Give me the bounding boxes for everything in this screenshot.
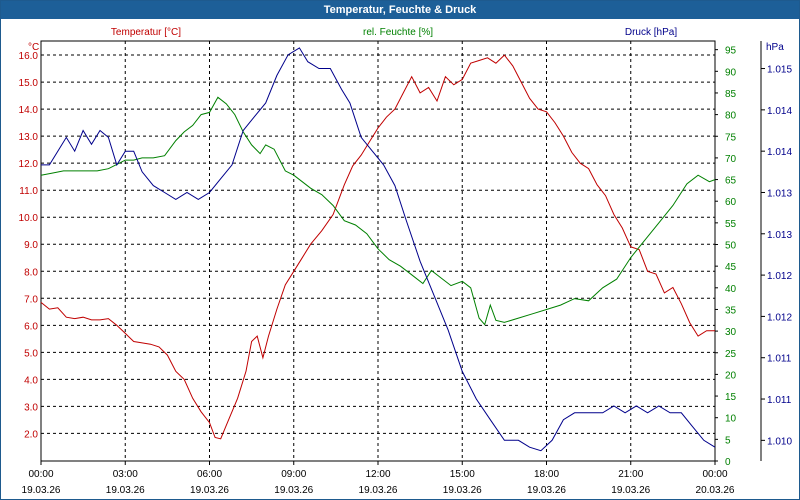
pressure-tick-label: 1.012	[767, 271, 792, 282]
temperature-tick-label: 6.0	[24, 321, 38, 332]
pressure-axis-ticks: 1.010 1.011 1.011 1.012 1.012 1.013 1.013 1.014…	[761, 65, 792, 447]
temperature-tick-label: 8.0	[24, 267, 38, 278]
temperature-tick-label: 16.0	[19, 51, 39, 62]
temperature-tick-label: 5.0	[24, 348, 38, 359]
x-tick-date: 19.03.26	[611, 485, 650, 496]
pressure-legend: Druck [hPa]	[625, 27, 677, 38]
temperature-tick-label: 14.0	[19, 105, 39, 116]
x-tick-time: 06:00	[197, 469, 222, 480]
humidity-tick-label: 80	[725, 111, 737, 122]
pressure-tick-label: 1.015	[767, 65, 792, 76]
humidity-tick-label: 95	[725, 46, 737, 57]
series-line-temperature	[40, 54, 715, 440]
temperature-tick-label: 7.0	[24, 294, 38, 305]
x-tick-time: 09:00	[281, 469, 306, 480]
humidity-tick-label: 70	[725, 154, 737, 165]
humidity-axis-ticks: 0 5 10 15 20 25 30 35 40 45 50 55 60 65 70 75 80 85 90 95	[715, 46, 737, 468]
x-tick-date: 19.03.26	[443, 485, 482, 496]
temperature-tick-label: 9.0	[24, 240, 38, 251]
pressure-tick-label: 1.014	[767, 147, 792, 158]
humidity-tick-label: 35	[725, 305, 737, 316]
series-line-humidity	[40, 96, 716, 326]
pressure-tick-label: 1.013	[767, 230, 792, 241]
temperature-unit-label: °C	[28, 42, 39, 53]
x-tick-time: 00:00	[28, 469, 53, 480]
temperature-tick-label: 4.0	[24, 375, 38, 386]
humidity-legend: rel. Feuchte [%]	[363, 27, 433, 38]
x-tick-date: 19.03.26	[274, 485, 313, 496]
x-tick-time: 12:00	[365, 469, 390, 480]
grid	[41, 41, 715, 461]
humidity-tick-label: 65	[725, 176, 737, 187]
pressure-unit-label: hPa	[766, 42, 784, 53]
temperature-tick-label: 10.0	[19, 213, 39, 224]
x-tick-time: 15:00	[450, 469, 475, 480]
pressure-tick-label: 1.011	[767, 354, 792, 365]
humidity-tick-label: 45	[725, 262, 737, 273]
humidity-tick-label: 30	[725, 327, 737, 338]
humidity-tick-label: 50	[725, 241, 737, 252]
humidity-tick-label: 15	[725, 392, 737, 403]
series-line-pressure	[41, 47, 716, 452]
humidity-tick-label: 5	[725, 435, 731, 446]
x-tick-time: 21:00	[618, 469, 643, 480]
x-tick-time: 00:00	[702, 469, 727, 480]
x-tick-date: 19.03.26	[527, 485, 566, 496]
temperature-tick-label: 13.0	[19, 132, 39, 143]
x-tick-date: 19.03.26	[359, 485, 398, 496]
temperature-legend: Temperatur [°C]	[111, 27, 181, 38]
temperature-tick-label: 3.0	[24, 402, 38, 413]
humidity-tick-label: 75	[725, 132, 737, 143]
pressure-tick-label: 1.010	[767, 436, 792, 447]
chart-title: Temperatur, Feuchte & Druck	[1, 1, 799, 19]
x-tick-date: 20.03.26	[696, 485, 735, 496]
temperature-tick-label: 11.0	[19, 186, 38, 197]
humidity-tick-label: 25	[725, 349, 737, 360]
series-layer	[40, 47, 716, 452]
temperature-tick-label: 15.0	[19, 78, 39, 89]
pressure-tick-label: 1.012	[767, 312, 792, 323]
humidity-tick-label: 10	[725, 414, 737, 425]
temperature-tick-label: 12.0	[19, 159, 39, 170]
temperature-tick-label: 2.0	[24, 429, 38, 440]
humidity-tick-label: 85	[725, 89, 737, 100]
temperature-axis-ticks: 2.0 3.0 4.0 5.0 6.0 7.0 8.0 9.0 10.0 11.0 12.0 13.0…	[19, 51, 39, 440]
humidity-tick-label: 90	[725, 67, 737, 78]
humidity-tick-label: 55	[725, 219, 737, 230]
humidity-tick-label: 60	[725, 197, 737, 208]
pressure-tick-label: 1.013	[767, 188, 792, 199]
pressure-tick-label: 1.011	[767, 395, 792, 406]
x-tick-date: 19.03.26	[22, 485, 61, 496]
x-tick-time: 18:00	[534, 469, 559, 480]
humidity-tick-label: 20	[725, 370, 737, 381]
x-tick-date: 19.03.26	[190, 485, 229, 496]
x-tick-date: 19.03.26	[106, 485, 145, 496]
humidity-tick-label: 0	[725, 457, 731, 468]
time-axis-ticks: 00:00 19.03.26 03:00 19.03.26 06:00 19.03.26 0…	[22, 461, 735, 496]
humidity-tick-label: 40	[725, 284, 737, 295]
pressure-tick-label: 1.014	[767, 106, 792, 117]
x-tick-time: 03:00	[113, 469, 138, 480]
